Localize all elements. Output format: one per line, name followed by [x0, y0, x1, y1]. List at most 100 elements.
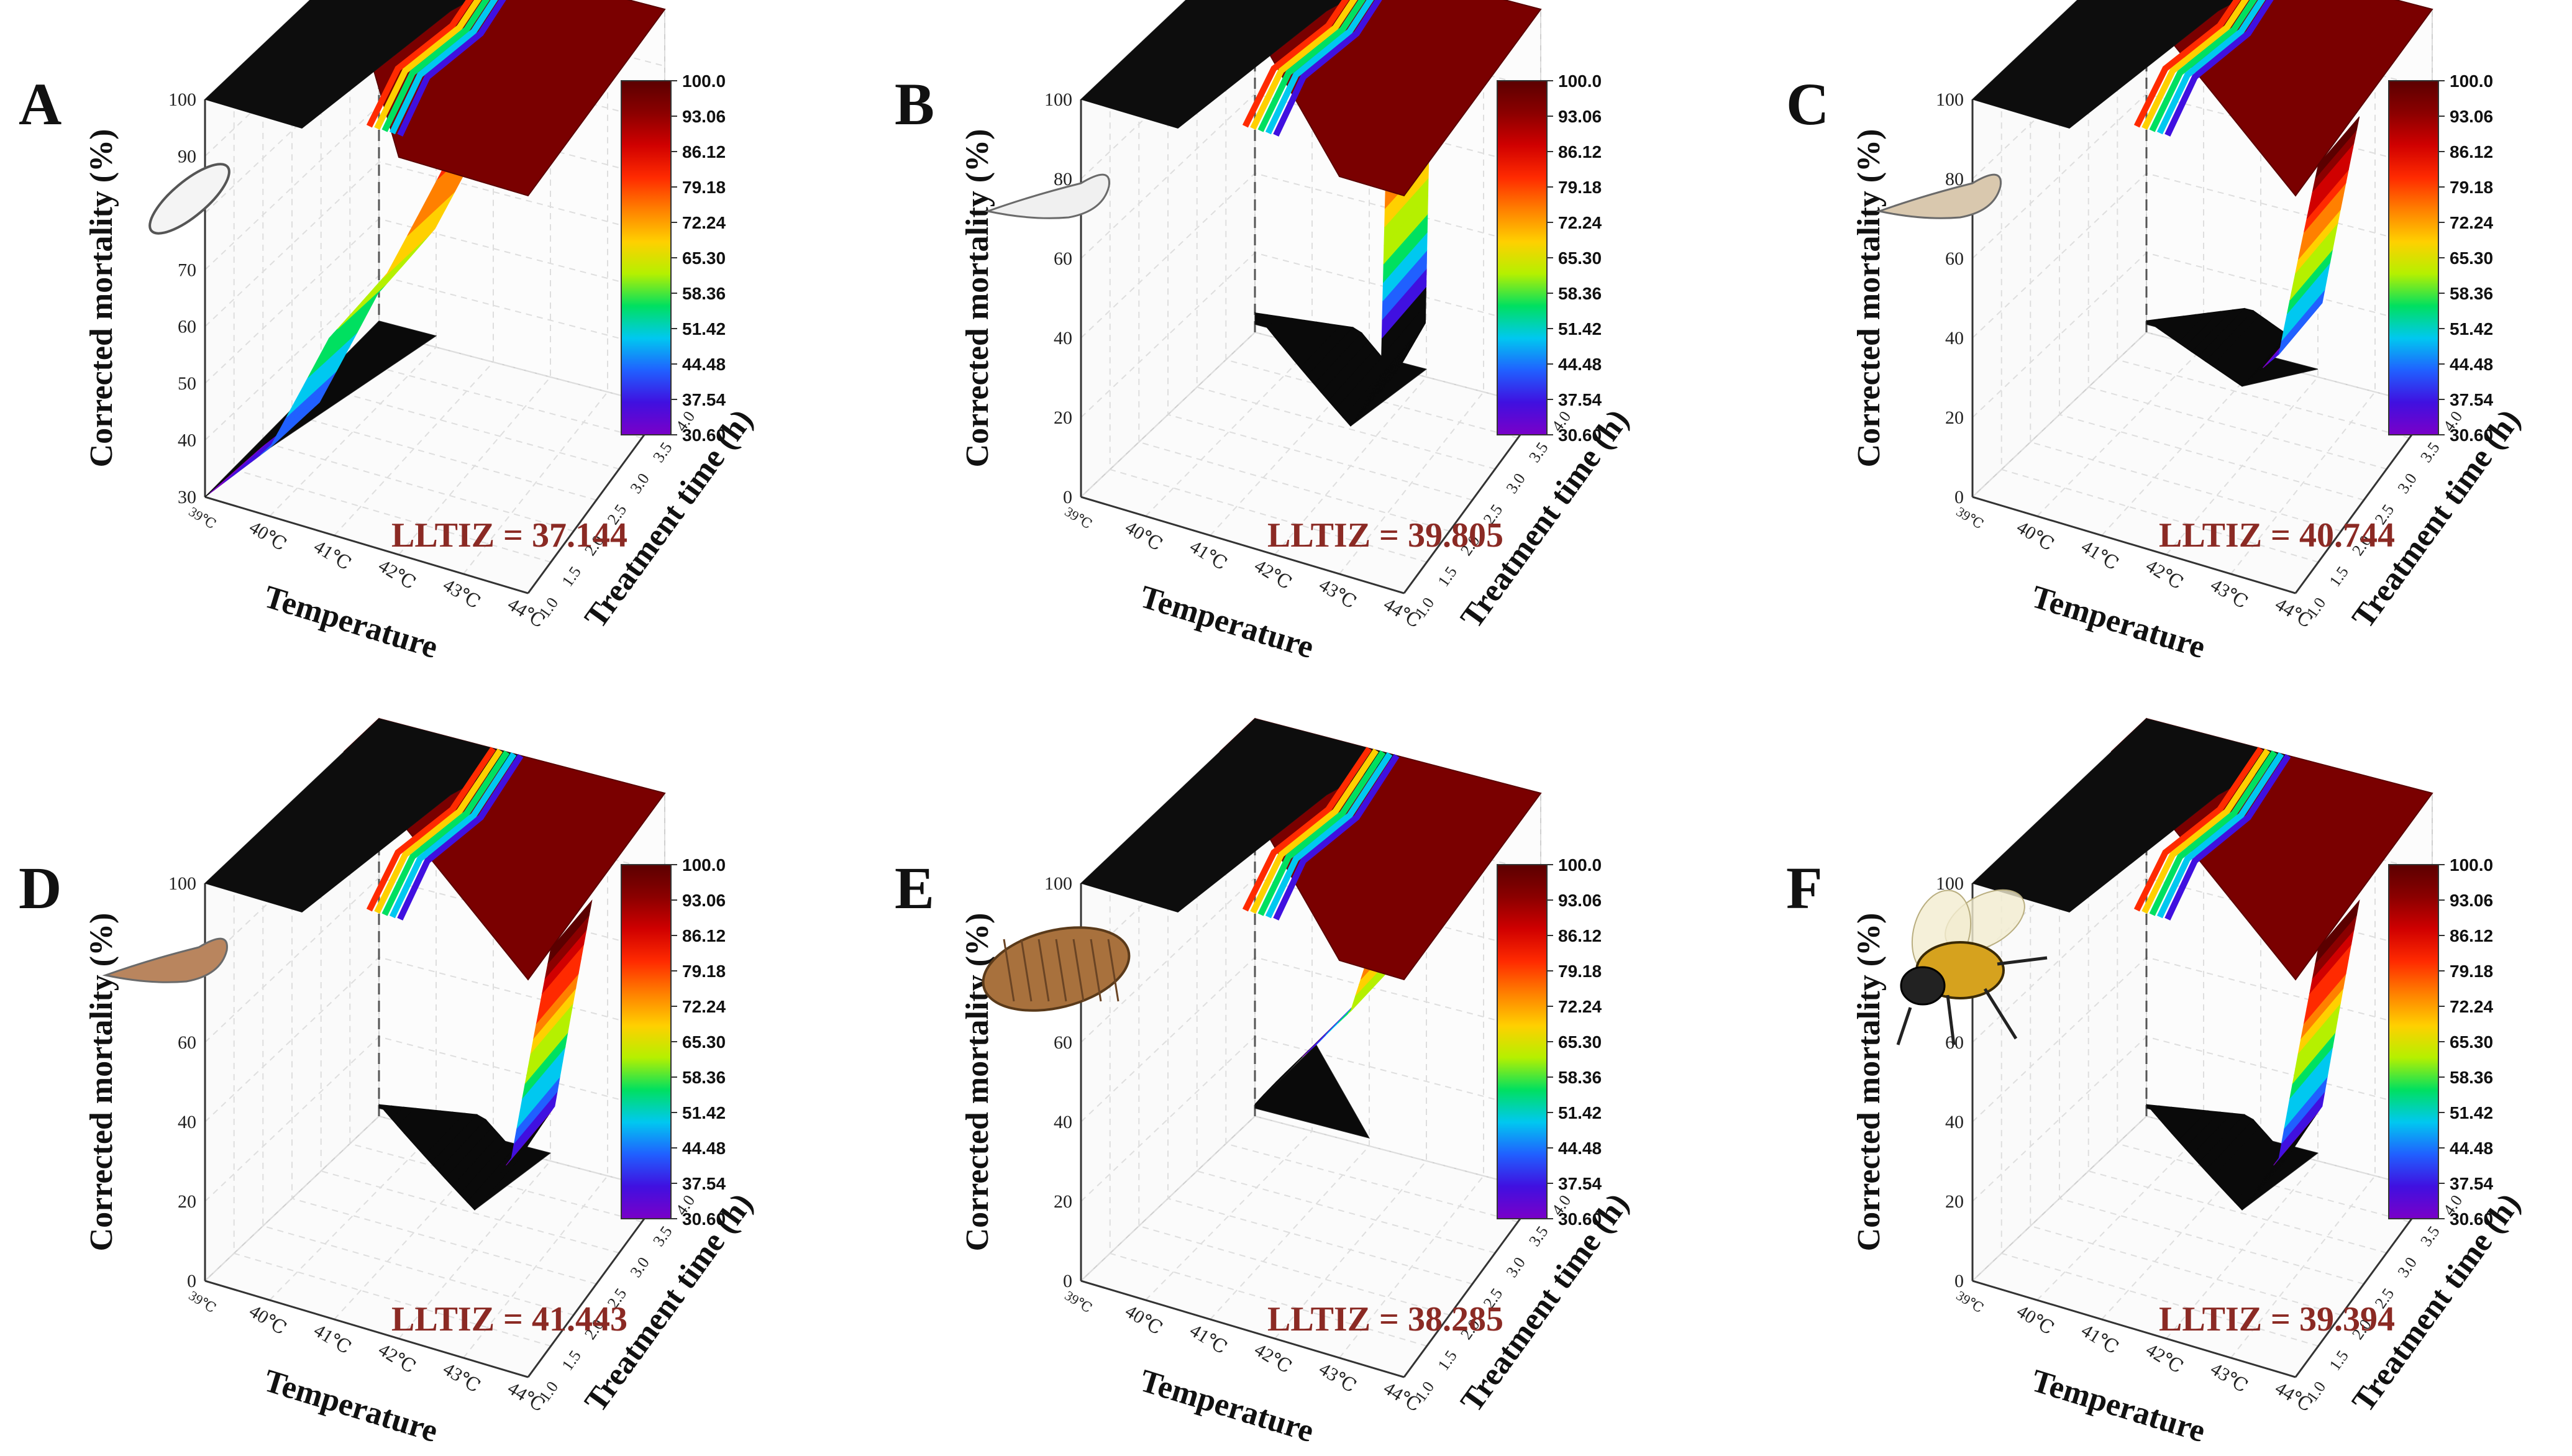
x-gridline [463, 0, 608, 575]
plateau-contour [389, 0, 498, 135]
surface-patch [547, 899, 593, 965]
z-gridline [2000, 855, 2319, 1347]
colorbar-tick-label: 65.30 [2450, 248, 2493, 268]
plateau-contour [397, 753, 524, 921]
z-axis-line [1403, 406, 1542, 594]
y-tick-label: 50 [178, 373, 196, 394]
z-tick-label: 1.5 [1434, 1347, 1461, 1373]
colorbar-tick-label: 30.60 [682, 1209, 726, 1229]
colorbar-tick-label: 58.36 [682, 1068, 726, 1087]
colorbar-tick-label: 30.60 [682, 425, 726, 445]
plateau-contour [1250, 748, 1379, 914]
z-gridline [2059, 801, 2365, 1285]
x-gridline [2230, 0, 2376, 575]
plateau-contour [2141, 748, 2271, 914]
y-axis-title: Corrected mortality (%) [84, 913, 119, 1252]
y-tick-label: 60 [178, 1032, 196, 1053]
z-tick-label: 3.0 [2394, 470, 2420, 496]
colorbar-tick-label: 44.48 [682, 355, 726, 374]
larva-icon [102, 937, 228, 983]
pupa-segment [1020, 939, 1033, 1002]
y-tick-label: 100 [1044, 873, 1072, 894]
surface [204, 717, 666, 1211]
colorbar-tick-label: 86.12 [1558, 926, 1602, 945]
x-axis-line [1972, 1280, 2296, 1378]
plateau-contour [2164, 753, 2291, 921]
plateau-contour [1242, 747, 1372, 912]
colorbar-tick-label: 65.30 [682, 1032, 726, 1052]
lltiz-label: LLTIZ = 37.144 [391, 516, 627, 555]
z-gridline [349, 746, 642, 1222]
y-tick-label: 40 [1945, 328, 1964, 348]
lltiz-label: LLTIZ = 40.744 [2159, 516, 2395, 555]
x-tick-label: 39℃ [1062, 504, 1095, 532]
plateau-contour [1242, 0, 1349, 128]
colorbar-tick-label: 79.18 [1558, 962, 1602, 981]
x-tick-label: 43℃ [439, 575, 483, 613]
x-tick-label: 43℃ [1315, 575, 1359, 613]
colorbar-tick-label: 37.54 [2450, 1174, 2493, 1193]
colorbar-tick-label: 30.60 [1558, 425, 1602, 445]
colorbar [1497, 80, 1548, 435]
surface-plateau-low [1080, 0, 1348, 129]
colorbar-tick-label: 51.42 [1558, 1103, 1602, 1122]
x-tick-label: 39℃ [1954, 504, 1987, 532]
plateau-contour [2133, 747, 2264, 912]
plateau-contour [397, 0, 506, 137]
colorbar-tick-label: 51.42 [2450, 1103, 2493, 1122]
z-gridline [1167, 17, 1473, 501]
colorbar [621, 80, 672, 435]
pupa-segment [1072, 939, 1085, 1002]
y-tick-label: 40 [1945, 1112, 1964, 1132]
x-tick-label: 39℃ [186, 504, 219, 532]
x-axis-title: Temperature [2027, 579, 2209, 665]
colorbar-tick-label: 86.12 [1558, 142, 1602, 162]
x-axis-title: Temperature [1136, 579, 1318, 665]
panel-letter: D [19, 855, 62, 921]
colorbar-tick-label: 65.30 [1558, 1032, 1602, 1052]
plateau-contour [2149, 750, 2278, 916]
larva-illustration [1876, 173, 2002, 219]
panel-letter: A [19, 71, 62, 137]
colorbar-tick-label: 86.12 [682, 142, 726, 162]
colorbar-tick-label: 93.06 [682, 107, 726, 126]
z-gridline [2087, 773, 2387, 1254]
z-axis-line [2294, 406, 2433, 594]
z-gridline [1225, 746, 1518, 1222]
surface [1972, 0, 2433, 387]
z-tick-label: 1.5 [1434, 563, 1461, 589]
x-tick-label: 43℃ [2207, 575, 2251, 613]
y-axis-title: Corrected mortality (%) [1851, 913, 1887, 1252]
x-tick-label: 39℃ [1062, 1288, 1095, 1316]
colorbar [2388, 80, 2439, 435]
y-tick-label: 40 [178, 1112, 196, 1132]
x-tick-label: 40℃ [1121, 1301, 1165, 1339]
y-tick-label: 40 [178, 430, 196, 451]
z-gridline [2117, 746, 2410, 1222]
z-gridline [1225, 0, 1518, 439]
plateau-contour [2149, 0, 2258, 132]
plateau-contour [381, 0, 490, 132]
plateau-contour [1265, 0, 1374, 135]
colorbar-tick-label: 79.18 [682, 178, 726, 197]
colorbar-tick-label: 30.60 [2450, 1209, 2493, 1229]
x-gridline [1339, 778, 1484, 1358]
z-tick-label: 3.5 [1525, 1222, 1551, 1249]
fly-leg-icon [1946, 994, 1956, 1045]
y-axis-title: Corrected mortality (%) [1851, 129, 1887, 468]
colorbar-tick-label: 37.54 [1558, 390, 1602, 409]
z-gridline [320, 773, 619, 1254]
plateau-contour [374, 0, 481, 130]
x-tick-label: 41℃ [1186, 1320, 1230, 1358]
larva-icon [1876, 173, 2002, 219]
colorbar-tick-label: 72.24 [1558, 997, 1602, 1016]
x-tick-label: 40℃ [245, 517, 290, 555]
pupa-segment [1003, 939, 1015, 1002]
panel-letter: B [895, 71, 934, 137]
mature-larva-illustration [102, 937, 228, 983]
colorbar-tick-label: 100.0 [1558, 855, 1602, 875]
fly-leg-icon [1983, 988, 2018, 1040]
chart-panel-e: E020406080100Corrected mortality (%)39℃4… [895, 717, 1636, 1449]
x-tick-label: 40℃ [245, 1301, 290, 1339]
